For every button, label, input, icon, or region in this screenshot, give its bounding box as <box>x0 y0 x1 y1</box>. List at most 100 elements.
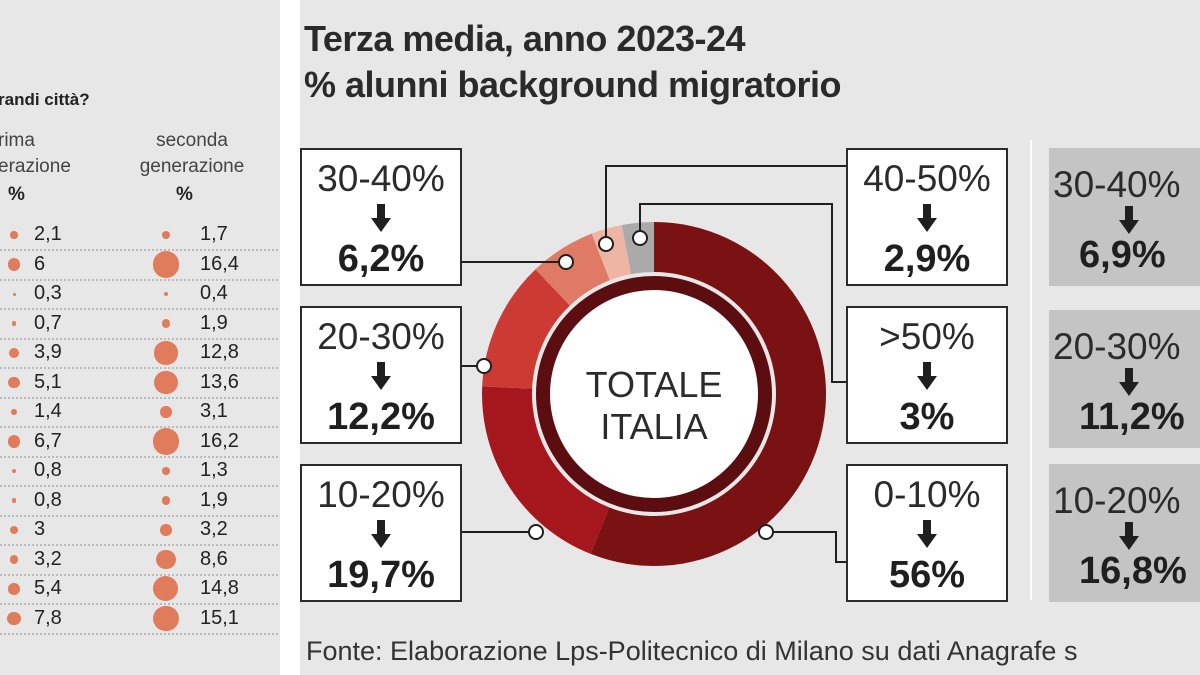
seconda-value: 16,2 <box>200 429 239 452</box>
box-value: 12,2% <box>327 396 435 438</box>
seconda-value: 16,4 <box>200 252 239 275</box>
prima-value: 0,7 <box>34 311 62 334</box>
prima-value: 6,7 <box>34 429 62 452</box>
prima-value: 0,8 <box>34 459 62 481</box>
callout-marker <box>528 524 544 540</box>
side-box-range: 30-40% <box>1053 164 1181 205</box>
box-range: >50% <box>879 316 975 357</box>
callout-marker <box>558 254 574 270</box>
table-row: 5,4 14,8 <box>0 574 278 605</box>
box-10-20: 10-20% 19,7% <box>300 464 462 602</box>
prima-dot <box>9 348 19 358</box>
source-note: Fonte: Elaborazione Lps-Politecnico di M… <box>306 636 1078 666</box>
side-box-value: 16,8% <box>1079 550 1187 592</box>
seconda-value: 1,7 <box>200 223 228 245</box>
seconda-dot <box>161 230 171 240</box>
center-label-line1: TOTALE <box>585 364 723 405</box>
down-arrow-icon <box>371 204 391 232</box>
table-row: 0,3 0,4 <box>0 279 278 310</box>
table-row: 1,4 3,1 <box>0 397 278 428</box>
seconda-dot <box>156 549 176 570</box>
table-row: 0,8 1,9 <box>0 486 278 517</box>
down-arrow-icon <box>371 362 391 390</box>
prima-value: 5,4 <box>34 577 62 599</box>
callout-marker <box>476 358 492 374</box>
prima-value: 3,2 <box>34 547 62 570</box>
prima-dot <box>7 258 21 271</box>
donut-slice <box>482 269 570 389</box>
table-row: 5,1 13,6 <box>0 368 278 399</box>
seconda-value: 1,3 <box>200 459 228 481</box>
table-row: 3 3,2 <box>0 515 278 546</box>
box-range: 40-50% <box>863 158 991 199</box>
callout-connector <box>766 531 846 563</box>
seconda-value: 8,6 <box>200 547 228 570</box>
box-0-10: 0-10% 56% <box>846 464 1008 602</box>
box-value: 19,7% <box>327 554 435 596</box>
prima-dot <box>7 435 21 448</box>
prima-dot <box>7 611 21 626</box>
seconda-value: 15,1 <box>200 606 239 629</box>
panel-gap <box>280 0 300 675</box>
side-box-10-20: 10-20% 16,8% <box>1049 464 1200 602</box>
seconda-dot <box>162 467 170 475</box>
down-arrow-icon <box>371 520 391 548</box>
prima-dot <box>11 468 17 474</box>
table-row: 3,2 8,6 <box>0 545 278 576</box>
prima-dot <box>8 376 20 389</box>
side-box-value: 6,9% <box>1079 234 1166 276</box>
seconda-dot <box>152 428 180 455</box>
prima-dot <box>11 409 17 415</box>
box-value: 3% <box>899 396 955 438</box>
side-box-30-40: 30-40% 6,9% <box>1049 148 1200 286</box>
seconda-dot <box>161 319 171 328</box>
callout-connector <box>605 165 846 244</box>
down-arrow-icon <box>917 204 937 232</box>
side-box-value: 11,2% <box>1079 396 1185 438</box>
prima-value: 3,9 <box>34 341 62 363</box>
prima-value: 6 <box>34 252 46 275</box>
box-value: 2,9% <box>883 238 971 280</box>
seconda-dot <box>153 605 179 632</box>
seconda-dot <box>160 406 172 418</box>
seconda-dot <box>153 576 179 602</box>
table-row: 6,7 16,2 <box>0 427 278 458</box>
seconda-value: 1,9 <box>200 311 228 334</box>
prima-value: 7,8 <box>34 606 62 629</box>
callout-connector <box>639 203 846 383</box>
prima-dot <box>8 583 20 595</box>
box-range: 0-10% <box>873 474 981 515</box>
seconda-value: 12,8 <box>200 341 239 363</box>
box-range: 20-30% <box>317 316 445 357</box>
seconda-value: 3,1 <box>200 400 228 422</box>
col-header-seconda: seconda generazione <box>139 130 245 177</box>
side-box-range: 10-20% <box>1053 480 1181 521</box>
table-row: 6 16,4 <box>0 250 278 281</box>
center-label-line2: ITALIA <box>600 406 708 447</box>
box-value: 6,2% <box>337 238 425 280</box>
prima-value: 3 <box>34 518 46 540</box>
chart-panel: Terza media, anno 2023-24 % alunni backg… <box>300 0 1200 675</box>
prima-value: 5,1 <box>34 370 62 393</box>
donut-chart <box>462 165 846 567</box>
prima-value: 2,1 <box>34 223 62 245</box>
box-20-30: 20-30% 12,2% <box>300 306 462 444</box>
seconda-value: 3,2 <box>200 518 228 540</box>
prima-dot <box>9 525 19 535</box>
col-header-prima: rima erazione <box>0 130 71 177</box>
box-30-40: 30-40% 6,2% <box>300 148 462 286</box>
prima-dot <box>9 555 19 564</box>
prima-dot <box>12 292 16 296</box>
seconda-dot <box>161 496 171 505</box>
seconda-dot <box>154 370 178 395</box>
seconda-dot <box>160 524 172 536</box>
prima-dot <box>11 321 17 326</box>
col-unit-seconda: % <box>176 184 193 205</box>
prima-value: 1,4 <box>34 400 62 422</box>
down-arrow-icon <box>1119 206 1139 234</box>
table-row: 3,9 12,8 <box>0 338 278 369</box>
callout-marker <box>598 236 614 252</box>
chart-subtitle: % alunni background migratorio <box>304 64 842 105</box>
left-table-title: randi città? <box>0 90 90 109</box>
col-unit-prima: % <box>8 184 25 205</box>
